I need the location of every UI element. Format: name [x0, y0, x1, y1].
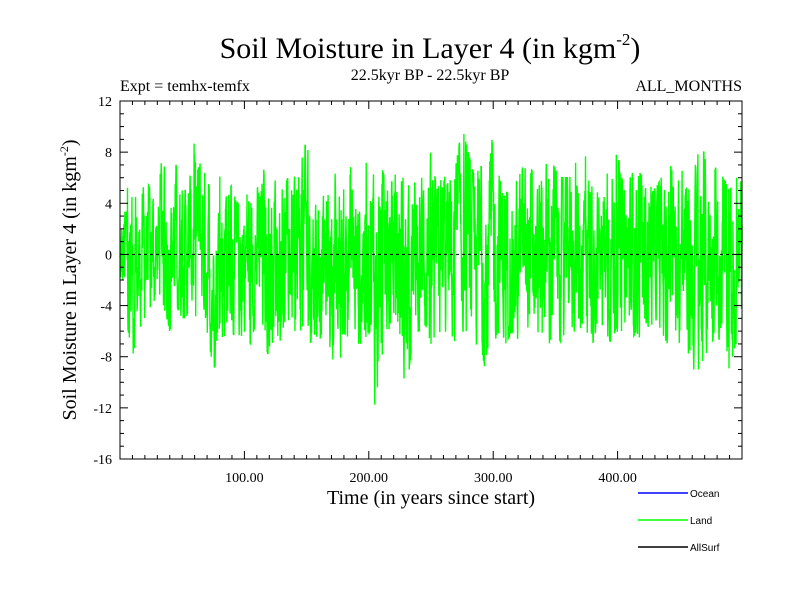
chart-title-main: Soil Moisture in Layer 4 (in kgm: [220, 32, 617, 65]
legend-label-allsurf: AllSurf: [690, 543, 720, 554]
experiment-label: Expt = temhx-temfx: [120, 78, 250, 95]
y-tick-label: -12: [93, 402, 112, 417]
series-land-line: [119, 133, 743, 405]
months-label: ALL_MONTHS: [635, 78, 742, 95]
y-tick-label: -4: [100, 300, 112, 315]
series-layer: [119, 133, 743, 405]
chart-title-end: ): [630, 32, 640, 65]
y-axis-label-end: ): [59, 139, 81, 146]
chart-title: Soil Moisture in Layer 4 (in kgm-2): [220, 30, 641, 65]
y-tick-label: 8: [105, 146, 112, 161]
x-tick-label: 200.00: [350, 471, 389, 486]
y-axis-label: Soil Moisture in Layer 4 (in kgm-2): [57, 139, 81, 420]
y-tick-label: 4: [105, 197, 112, 212]
x-tick-label: 100.00: [225, 471, 264, 486]
chart-title-superscript: -2: [616, 30, 630, 49]
axes-layer: -16 -12 -8 -4 0 4 8 12 100.00 200.00 300.00 400.00: [93, 95, 743, 486]
y-tick-label: 0: [105, 248, 112, 263]
y-axis-label-superscript: -2: [57, 146, 71, 156]
y-tick-label: -8: [100, 351, 112, 366]
y-axis-label-main: Soil Moisture in Layer 4 (in kgm: [59, 156, 81, 421]
x-tick-label: 400.00: [598, 471, 637, 486]
x-tick-label: 300.00: [474, 471, 513, 486]
time-range-label: 22.5kyr BP - 22.5kyr BP: [351, 67, 510, 84]
legend: Ocean Land AllSurf: [638, 489, 720, 554]
y-tick-label: -16: [93, 453, 112, 468]
y-tick-label: 12: [98, 95, 112, 110]
legend-label-ocean: Ocean: [690, 489, 719, 500]
x-axis-label: Time (in years since start): [327, 487, 535, 509]
legend-label-land: Land: [690, 516, 712, 527]
